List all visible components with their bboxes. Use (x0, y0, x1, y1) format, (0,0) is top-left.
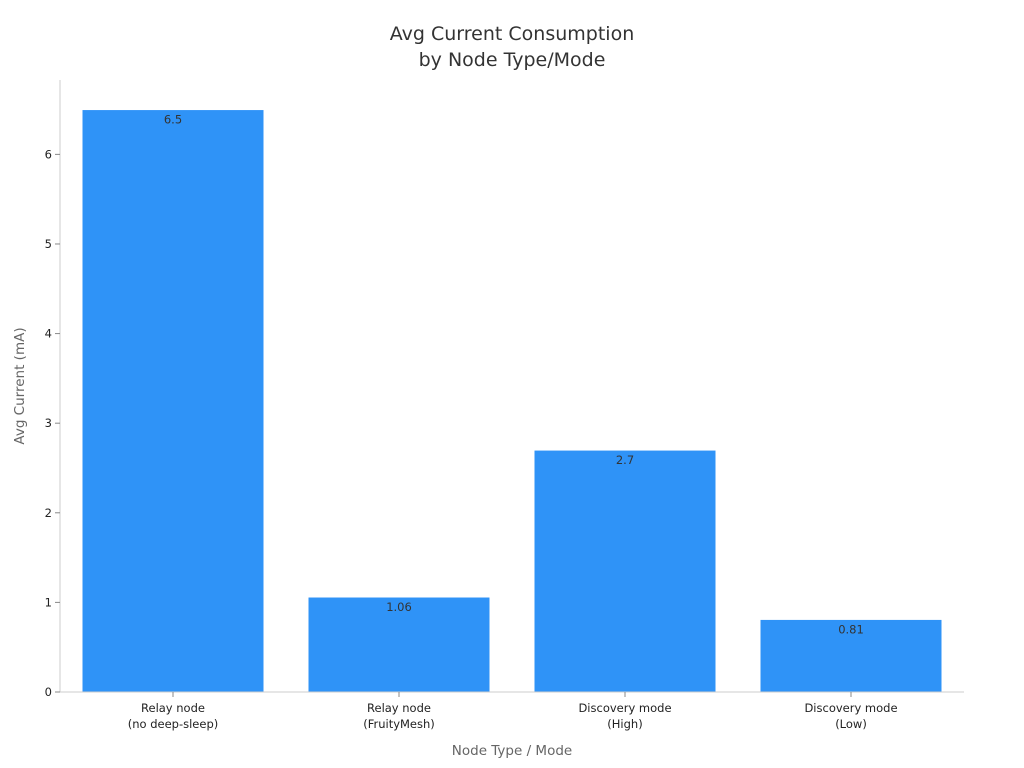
bar-3 (759, 618, 943, 693)
bar-0 (81, 109, 265, 693)
y-tick-label-6: 6 (45, 147, 52, 161)
x-tick-label-0: Relay node (no deep-sleep) (128, 701, 219, 731)
y-ticks: 0 1 2 3 4 5 6 (45, 147, 60, 699)
data-label-3: 0.81 (838, 622, 864, 636)
x-axis-label: Node Type / Mode (452, 743, 572, 759)
x-tick-label-1-line-0: Relay node (367, 701, 431, 715)
data-labels: 6.5 1.06 2.7 0.81 (164, 113, 864, 637)
data-label-2: 2.7 (616, 453, 634, 467)
y-tick-label-0: 0 (45, 685, 52, 699)
y-tick-label-2: 2 (45, 506, 52, 520)
x-tick-label-2: Discovery mode (High) (578, 701, 671, 731)
x-tick-label-1-line-1: (FruityMesh) (363, 717, 435, 731)
x-tick-label-0-line-1: (no deep-sleep) (128, 717, 219, 731)
y-tick-label-1: 1 (45, 595, 52, 609)
x-tick-label-1: Relay node (FruityMesh) (363, 701, 435, 731)
data-label-1: 1.06 (386, 600, 412, 614)
bar-1 (307, 596, 491, 693)
x-tick-label-2-line-0: Discovery mode (578, 701, 671, 715)
x-tick-label-0-line-0: Relay node (141, 701, 205, 715)
y-tick-label-3: 3 (45, 416, 52, 430)
x-tick-label-2-line-1: (High) (607, 717, 642, 731)
bars (81, 109, 943, 693)
x-ticks: Relay node (no deep-sleep) Relay node (Frui… (128, 692, 898, 731)
chart-title-line-2: by Node Type/Mode (419, 49, 606, 71)
y-tick-label-4: 4 (45, 327, 52, 341)
x-tick-label-3: Discovery mode (Low) (804, 701, 897, 731)
data-label-0: 6.5 (164, 113, 182, 127)
y-tick-label-5: 5 (45, 237, 52, 251)
bar-2 (533, 449, 717, 693)
y-axis-label: Avg Current (mA) (12, 327, 28, 444)
x-tick-label-3-line-1: (Low) (835, 717, 867, 731)
x-tick-label-3-line-0: Discovery mode (804, 701, 897, 715)
chart-title-line-1: Avg Current Consumption (390, 23, 634, 45)
